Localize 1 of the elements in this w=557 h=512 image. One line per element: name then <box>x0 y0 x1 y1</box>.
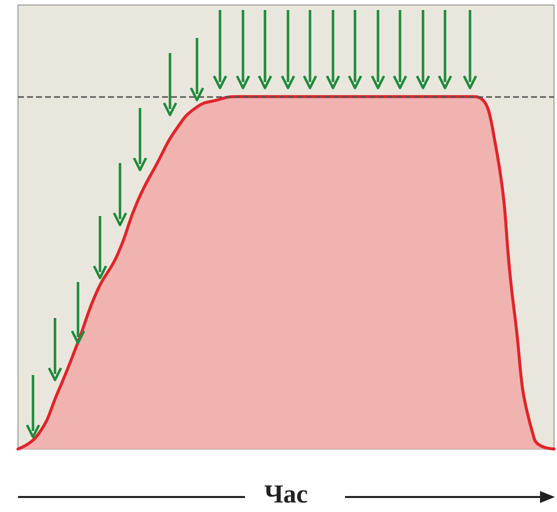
x-axis-title: Час <box>264 480 308 508</box>
